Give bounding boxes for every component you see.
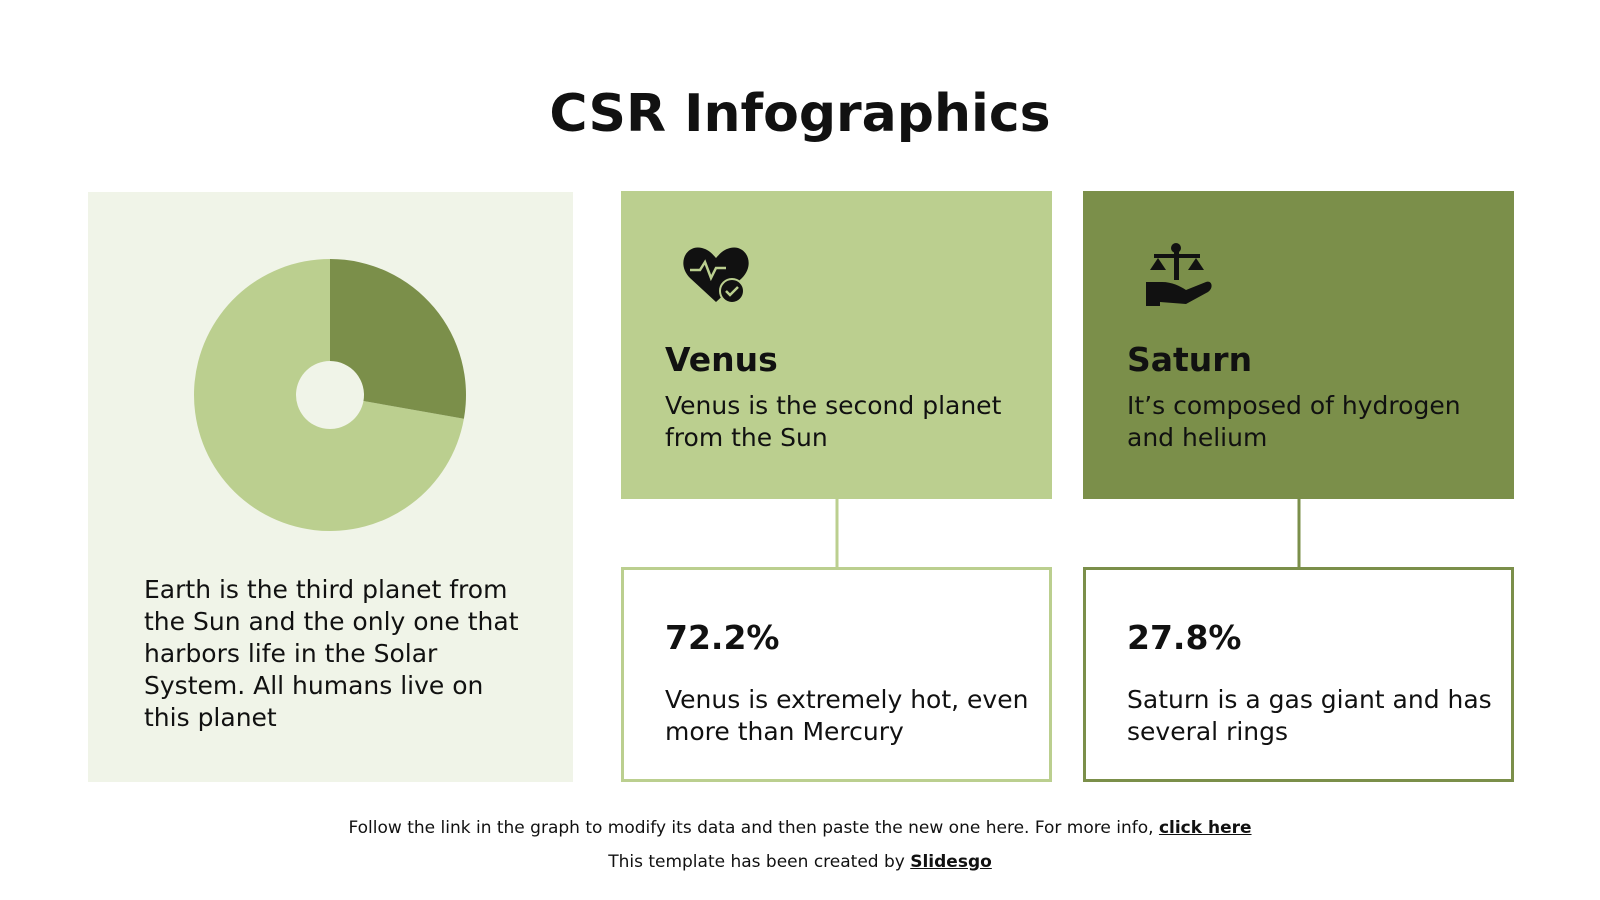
saturn-card <box>1083 191 1514 499</box>
card-name: Saturn <box>1127 340 1253 379</box>
venus-box <box>621 567 1052 782</box>
card-detail: Venus is extremely hot, even more than M… <box>665 685 1029 746</box>
credit-link[interactable]: Slidesgo <box>910 852 992 872</box>
card-detail: Saturn is a gas giant and has several ri… <box>1127 685 1492 746</box>
venus-card <box>621 191 1052 499</box>
percentage: 27.8% <box>1127 618 1242 657</box>
saturn-box <box>1083 567 1514 782</box>
health-icon <box>683 247 749 304</box>
credit: This template has been created by Slides… <box>0 852 1600 872</box>
card-description: It’s composed of hydrogen and helium <box>1127 391 1461 452</box>
footer-text: Follow the link in the graph to modify i… <box>348 818 1159 838</box>
footer: Follow the link in the graph to modify i… <box>0 818 1600 838</box>
pie-slice <box>194 259 464 531</box>
card-name: Venus <box>665 340 778 379</box>
justice-icon <box>1146 243 1212 306</box>
title: CSR Infographics <box>549 84 1051 144</box>
credit-text: This template has been created by <box>608 852 911 872</box>
footer-link[interactable]: click here <box>1158 818 1252 838</box>
pie-slice <box>330 259 466 419</box>
card-description: Venus is the second planet from the Sun <box>665 391 1002 452</box>
earth-text: Earth is the third planet from the Sun a… <box>144 575 519 732</box>
percentage: 72.2% <box>665 618 780 657</box>
